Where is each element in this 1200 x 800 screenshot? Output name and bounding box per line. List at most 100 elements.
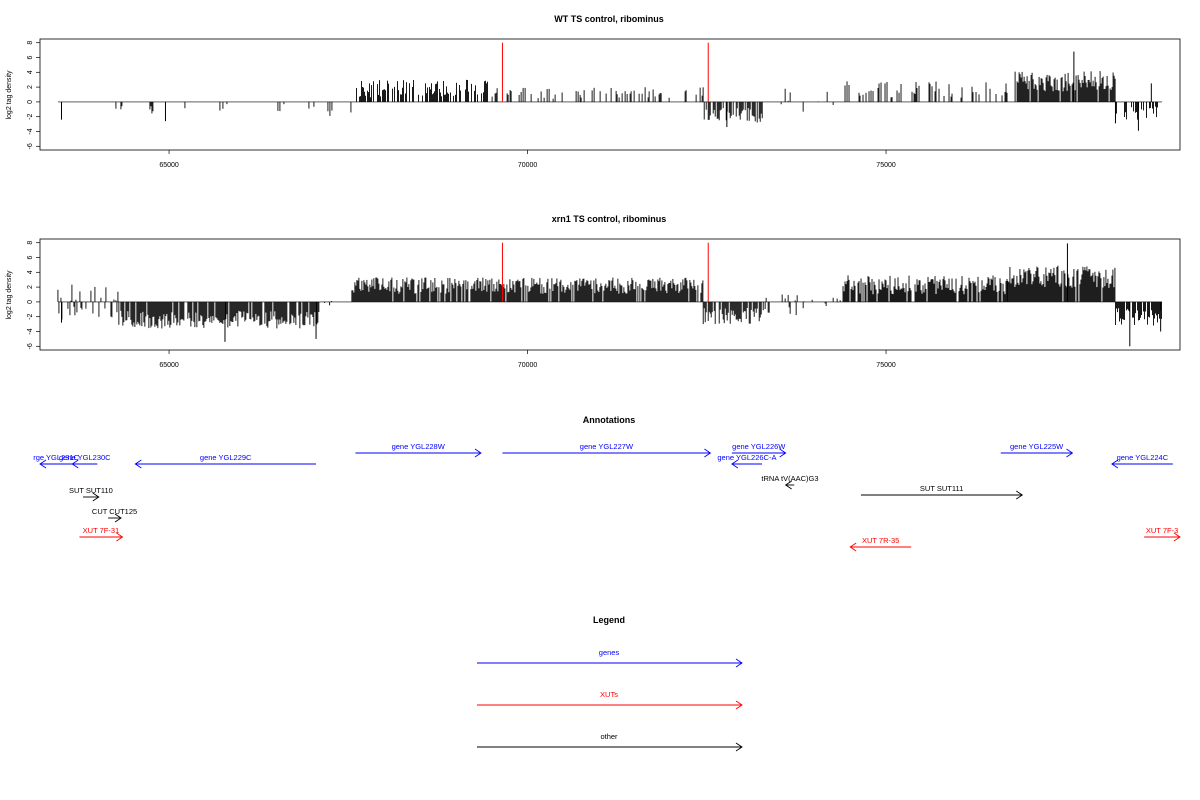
annotations-title: Annotations: [583, 415, 636, 425]
y-tick-label: 2: [27, 285, 34, 289]
panel-xrn1: xrn1 TS control, ribominus -6 -4 -2 0 2 4 6 8 6…: [6, 214, 1181, 369]
annotation-feature: tRNA tV(AAC)G3: [761, 474, 819, 490]
arrow-head-icon: [731, 459, 739, 469]
annotation-feature: XUT 7F-3: [1144, 526, 1181, 542]
y-tick-label: 0: [27, 100, 34, 104]
legend-items: genes XUTs other: [477, 648, 743, 752]
annotation-feature: gene YGL227W: [502, 442, 712, 458]
feature-label: gene YGL230C: [59, 453, 111, 462]
feature-label: gene YGL227W: [580, 442, 634, 451]
y-tick-label: -4: [27, 128, 34, 134]
arrow-head-icon: [735, 700, 743, 710]
feature-label: SUT SUT110: [69, 486, 113, 495]
annotation-feature: gene YGL230C: [59, 453, 111, 469]
arrow-head-icon: [1016, 490, 1024, 500]
annotation-feature: SUT SUT111: [860, 484, 1024, 500]
plot-frame: [39, 238, 1181, 351]
y-tick-label: 4: [27, 70, 34, 74]
arrow-head-icon: [1066, 448, 1074, 458]
y-axis-label: log2 tag density: [6, 70, 13, 120]
y-tick-label: -2: [27, 113, 34, 119]
legend: Legend genes XUTs other: [477, 615, 743, 752]
y-tick-label: -6: [27, 143, 34, 149]
arrow-head-icon: [1111, 459, 1119, 469]
feature-label: gene YGL224C: [1117, 453, 1169, 462]
panel-title: xrn1 TS control, ribominus: [552, 214, 667, 224]
feature-label: gene YGL226W: [732, 442, 786, 451]
arrow-head-icon: [735, 742, 743, 752]
y-tick-label: 0: [27, 300, 34, 304]
feature-label: gene YGL225W: [1010, 442, 1064, 451]
legend-item: XUTs: [477, 690, 743, 710]
arrow-head-icon: [784, 480, 792, 490]
legend-title: Legend: [593, 615, 625, 625]
feature-label: XUT 7F-3: [1146, 526, 1178, 535]
x-tick-label: 70000: [518, 162, 538, 169]
arrow-head-icon: [114, 513, 122, 523]
annotation-feature: gene YGL226C-A: [717, 453, 776, 469]
y-axis-label: log2 tag density: [6, 270, 13, 320]
y-tick-label: 2: [27, 85, 34, 89]
x-tick-label: 65000: [159, 162, 179, 169]
legend-label: genes: [599, 648, 620, 657]
x-axis: 65000 70000 75000: [159, 350, 896, 369]
feature-label: gene YGL228W: [392, 442, 446, 451]
x-tick-label: 65000: [159, 362, 179, 369]
x-axis: 65000 70000 75000: [159, 150, 896, 169]
bars: [57, 242, 1163, 347]
bars: [57, 42, 1163, 131]
legend-label: XUTs: [600, 690, 618, 699]
arrow-head-icon: [116, 532, 124, 542]
x-tick-label: 70000: [518, 362, 538, 369]
y-tick-label: 4: [27, 270, 34, 274]
annotation-feature: gene YGL226W: [731, 442, 787, 458]
arrow-head-icon: [779, 448, 787, 458]
feature-label: gene YGL226C-A: [717, 453, 776, 462]
legend-item: genes: [477, 648, 743, 668]
feature-label: tRNA tV(AAC)G3: [761, 474, 818, 483]
annotation-feature: gene YGL228W: [355, 442, 482, 458]
panel-title: WT TS control, ribominus: [554, 14, 664, 24]
arrow-head-icon: [474, 448, 482, 458]
panel-wt: WT TS control, ribominus -6 -4 -2 0 2 4 6 8 650…: [6, 14, 1181, 169]
annotation-feature: rge YGL231C: [33, 453, 80, 469]
arrow-head-icon: [735, 658, 743, 668]
arrow-head-icon: [1173, 532, 1181, 542]
y-tick-label: 8: [27, 241, 34, 245]
y-tick-label: -2: [27, 313, 34, 319]
y-tick-label: 6: [27, 255, 34, 259]
annotation-feature: gene YGL225W: [1000, 442, 1074, 458]
y-axis: -6 -4 -2 0 2 4 6 8: [27, 241, 40, 349]
arrow-head-icon: [71, 459, 79, 469]
feature-label: rge YGL231C: [33, 453, 79, 462]
annotation-feature: CUT CUT125: [92, 507, 137, 523]
x-tick-label: 75000: [876, 362, 896, 369]
legend-label: other: [600, 732, 618, 741]
annotation-feature: XUT 7R-35: [849, 536, 912, 552]
feature-label: gene YGL229C: [200, 453, 252, 462]
annotation-feature: XUT 7F-31: [79, 526, 124, 542]
arrow-head-icon: [849, 542, 857, 552]
plot-frame: [39, 38, 1181, 151]
y-tick-label: -4: [27, 328, 34, 334]
arrow-head-icon: [134, 459, 142, 469]
feature-label: SUT SUT111: [920, 484, 963, 493]
feature-label: XUT 7R-35: [862, 536, 899, 545]
y-axis: -6 -4 -2 0 2 4 6 8: [27, 41, 40, 149]
y-tick-label: 6: [27, 55, 34, 59]
arrow-head-icon: [39, 459, 47, 469]
y-tick-label: -6: [27, 343, 34, 349]
x-tick-label: 75000: [876, 162, 896, 169]
annotation-feature: gene YGL229C: [134, 453, 317, 469]
legend-item: other: [477, 732, 743, 752]
feature-label: XUT 7F-31: [83, 526, 120, 535]
y-tick-label: 8: [27, 41, 34, 45]
arrow-head-icon: [92, 492, 100, 502]
feature-label: CUT CUT125: [92, 507, 137, 516]
annotation-feature: SUT SUT110: [69, 486, 113, 502]
arrow-head-icon: [704, 448, 712, 458]
annotation-feature: gene YGL224C: [1111, 453, 1173, 469]
